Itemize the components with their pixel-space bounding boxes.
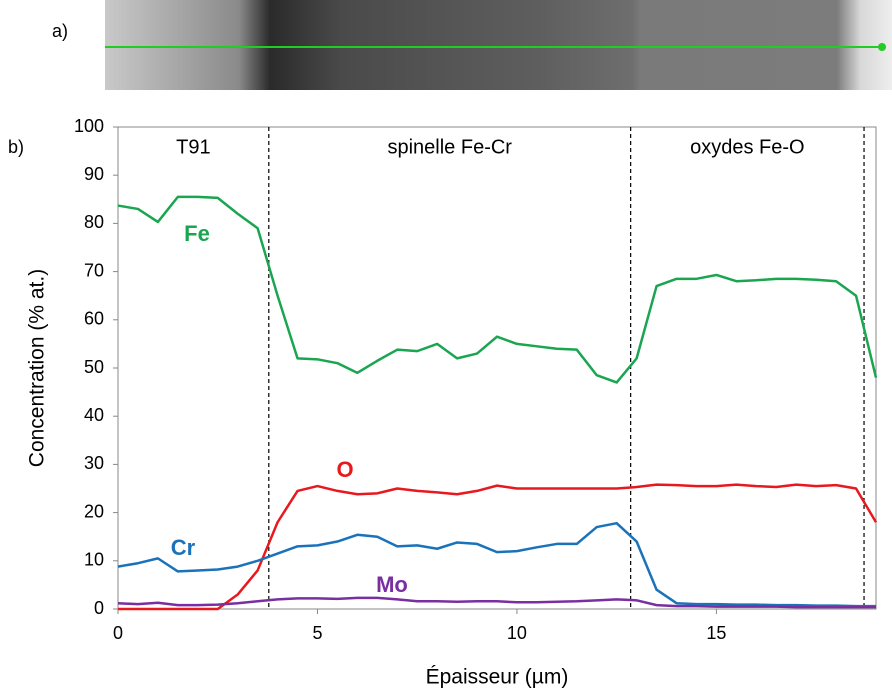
series-line [118,483,878,611]
scan-end [878,43,886,51]
y-tick-label: 60 [84,309,104,329]
y-tick-label: 40 [84,405,104,425]
x-axis-title: Épaisseur (µm) [426,666,569,689]
series-label: Mo [376,572,408,597]
panel-label: a) [52,21,68,41]
series-line [117,521,876,608]
panel-label: b) [8,137,24,157]
y-tick-label: 10 [84,550,104,570]
x-tick-label: 15 [706,623,726,643]
zone-label: oxydes Fe-O [690,136,804,158]
y-tick-label: 30 [84,453,104,473]
x-tick-label: 5 [312,623,322,643]
series-line [117,195,878,384]
x-tick-label: 0 [113,623,123,643]
y-tick-label: 70 [84,260,104,280]
y-tick-label: 50 [84,357,104,377]
y-tick-label: 0 [94,598,104,618]
plot-frame [117,126,877,610]
series-label: Cr [171,535,196,560]
zone-label: T91 [176,136,210,158]
y-tick-label: 20 [84,501,104,521]
y-tick-label: 80 [84,212,104,232]
micrograph [105,0,892,90]
series-label: Fe [184,221,210,246]
y-tick-label: 100 [74,116,104,136]
x-tick-label: 10 [507,623,527,643]
y-tick-label: 90 [84,164,104,184]
y-axis-title: Concentration (% at.) [26,269,49,467]
zone-label: spinelle Fe-Cr [387,136,512,158]
series-label: O [336,457,353,482]
series-line [117,596,876,609]
